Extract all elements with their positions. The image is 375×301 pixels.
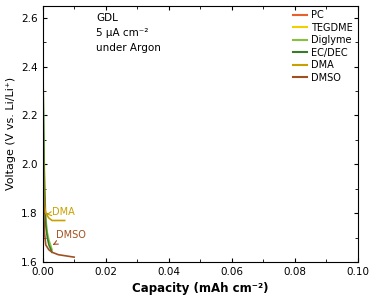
DMSO xyxy=(42,231,47,234)
DMSO xyxy=(72,255,76,259)
DMSO xyxy=(42,211,46,215)
Diglyme xyxy=(46,238,51,242)
DMA xyxy=(50,219,54,222)
PC xyxy=(41,11,45,15)
Diglyme xyxy=(42,138,46,142)
Diglyme xyxy=(41,89,45,93)
EC/DEC xyxy=(40,40,45,44)
DMSO xyxy=(40,77,45,81)
EC/DEC xyxy=(45,236,50,239)
EC/DEC xyxy=(42,187,47,191)
DMSO xyxy=(44,243,48,247)
DMA xyxy=(41,150,45,154)
PC xyxy=(40,9,45,12)
DMSO xyxy=(50,250,54,254)
EC/DEC xyxy=(46,243,51,247)
Diglyme xyxy=(42,175,47,178)
Diglyme xyxy=(40,40,45,44)
PC xyxy=(40,9,45,12)
Text: GDL
5 μA cm⁻²
under Argon: GDL 5 μA cm⁻² under Argon xyxy=(96,13,161,53)
TEGDME xyxy=(41,14,45,17)
Text: DMSO: DMSO xyxy=(54,230,86,244)
Diglyme xyxy=(43,199,47,203)
Diglyme xyxy=(45,231,50,234)
Diglyme xyxy=(44,216,48,220)
DMA xyxy=(40,28,45,32)
DMSO xyxy=(56,253,61,256)
DMA xyxy=(56,219,61,222)
DMSO xyxy=(41,163,45,166)
DMSO xyxy=(40,9,45,12)
DMSO xyxy=(59,253,64,257)
DMA xyxy=(62,219,67,222)
X-axis label: Capacity (mAh cm⁻²): Capacity (mAh cm⁻²) xyxy=(132,282,268,296)
Text: DMA: DMA xyxy=(46,207,75,217)
Diglyme xyxy=(40,9,45,12)
DMA xyxy=(40,77,45,81)
DMSO xyxy=(69,255,73,259)
DMA xyxy=(53,219,57,222)
DMSO xyxy=(53,252,57,255)
EC/DEC xyxy=(41,94,45,98)
DMSO xyxy=(40,28,45,32)
DMSO xyxy=(62,254,67,257)
DMSO xyxy=(66,254,70,258)
Y-axis label: Voltage (V vs. Li/Li⁺): Voltage (V vs. Li/Li⁺) xyxy=(6,77,15,190)
DMA xyxy=(42,204,47,208)
Line: EC/DEC: EC/DEC xyxy=(43,11,52,252)
DMA xyxy=(46,216,51,220)
Line: DMSO: DMSO xyxy=(43,11,74,257)
EC/DEC xyxy=(50,250,54,254)
Line: DMA: DMA xyxy=(43,11,64,221)
EC/DEC xyxy=(40,9,45,12)
EC/DEC xyxy=(40,16,45,20)
Line: Diglyme: Diglyme xyxy=(43,11,52,250)
Diglyme xyxy=(40,16,45,20)
DMSO xyxy=(46,248,51,252)
DMA xyxy=(44,211,48,215)
TEGDME xyxy=(40,9,45,12)
EC/DEC xyxy=(42,150,46,154)
DMA xyxy=(59,219,64,222)
Diglyme xyxy=(50,248,54,252)
EC/DEC xyxy=(43,206,47,210)
Legend: PC, TEGDME, Diglyme, EC/DEC, DMA, DMSO: PC, TEGDME, Diglyme, EC/DEC, DMA, DMSO xyxy=(291,8,355,85)
DMA xyxy=(40,9,45,12)
EC/DEC xyxy=(44,224,48,227)
DMA xyxy=(42,192,46,195)
TEGDME xyxy=(40,11,45,15)
